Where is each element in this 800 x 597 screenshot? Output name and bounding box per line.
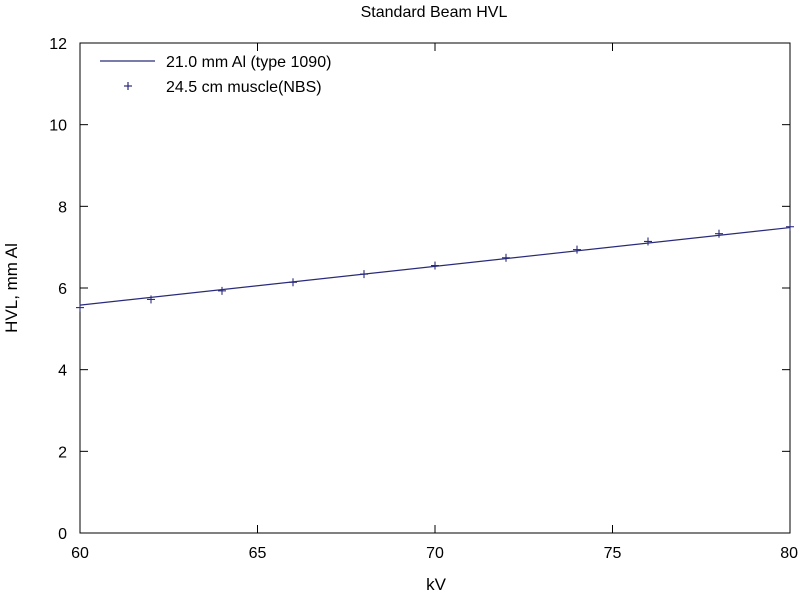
y-tick-label: 8	[58, 199, 67, 216]
legend-label-line: 21.0 mm Al (type 1090)	[166, 54, 331, 71]
y-tick-label: 10	[49, 118, 67, 135]
x-tick-label: 60	[71, 545, 89, 562]
data-point-marker	[76, 303, 84, 312]
x-axis-label: kV	[426, 575, 447, 594]
chart-title: Standard Beam HVL	[361, 4, 508, 21]
data-point-marker	[289, 278, 297, 287]
x-tick-label: 70	[426, 545, 444, 562]
legend-label-markers: 24.5 cm muscle(NBS)	[166, 79, 322, 96]
y-tick-label: 12	[49, 36, 67, 53]
data-point-marker	[147, 295, 155, 304]
data-point-marker	[786, 222, 794, 231]
data-point-marker	[644, 237, 652, 246]
data-point-marker	[502, 253, 510, 262]
legend-plus-swatch	[124, 82, 132, 90]
x-tick-label: 65	[249, 545, 267, 562]
x-tick-label: 75	[604, 545, 622, 562]
y-axis-label: HVL, mm Al	[2, 243, 21, 333]
x-axis: 60 65 70 75 80	[71, 43, 798, 562]
data-point-marker	[573, 245, 581, 254]
data-point-marker	[715, 229, 723, 238]
legend: 21.0 mm Al (type 1090) 24.5 cm muscle(NB…	[100, 54, 331, 96]
data-point-marker	[218, 286, 226, 295]
x-tick-label: 80	[780, 545, 798, 562]
y-axis: 0 2 4 6 8 10 12	[49, 36, 790, 543]
y-tick-label: 2	[58, 444, 67, 461]
data-point-marker	[431, 261, 439, 270]
plot-frame	[79, 42, 791, 534]
series-layer	[76, 222, 794, 312]
data-point-marker	[360, 270, 368, 279]
y-tick-label: 0	[58, 526, 67, 543]
y-tick-label: 4	[58, 363, 67, 380]
y-tick-label: 6	[58, 281, 67, 298]
